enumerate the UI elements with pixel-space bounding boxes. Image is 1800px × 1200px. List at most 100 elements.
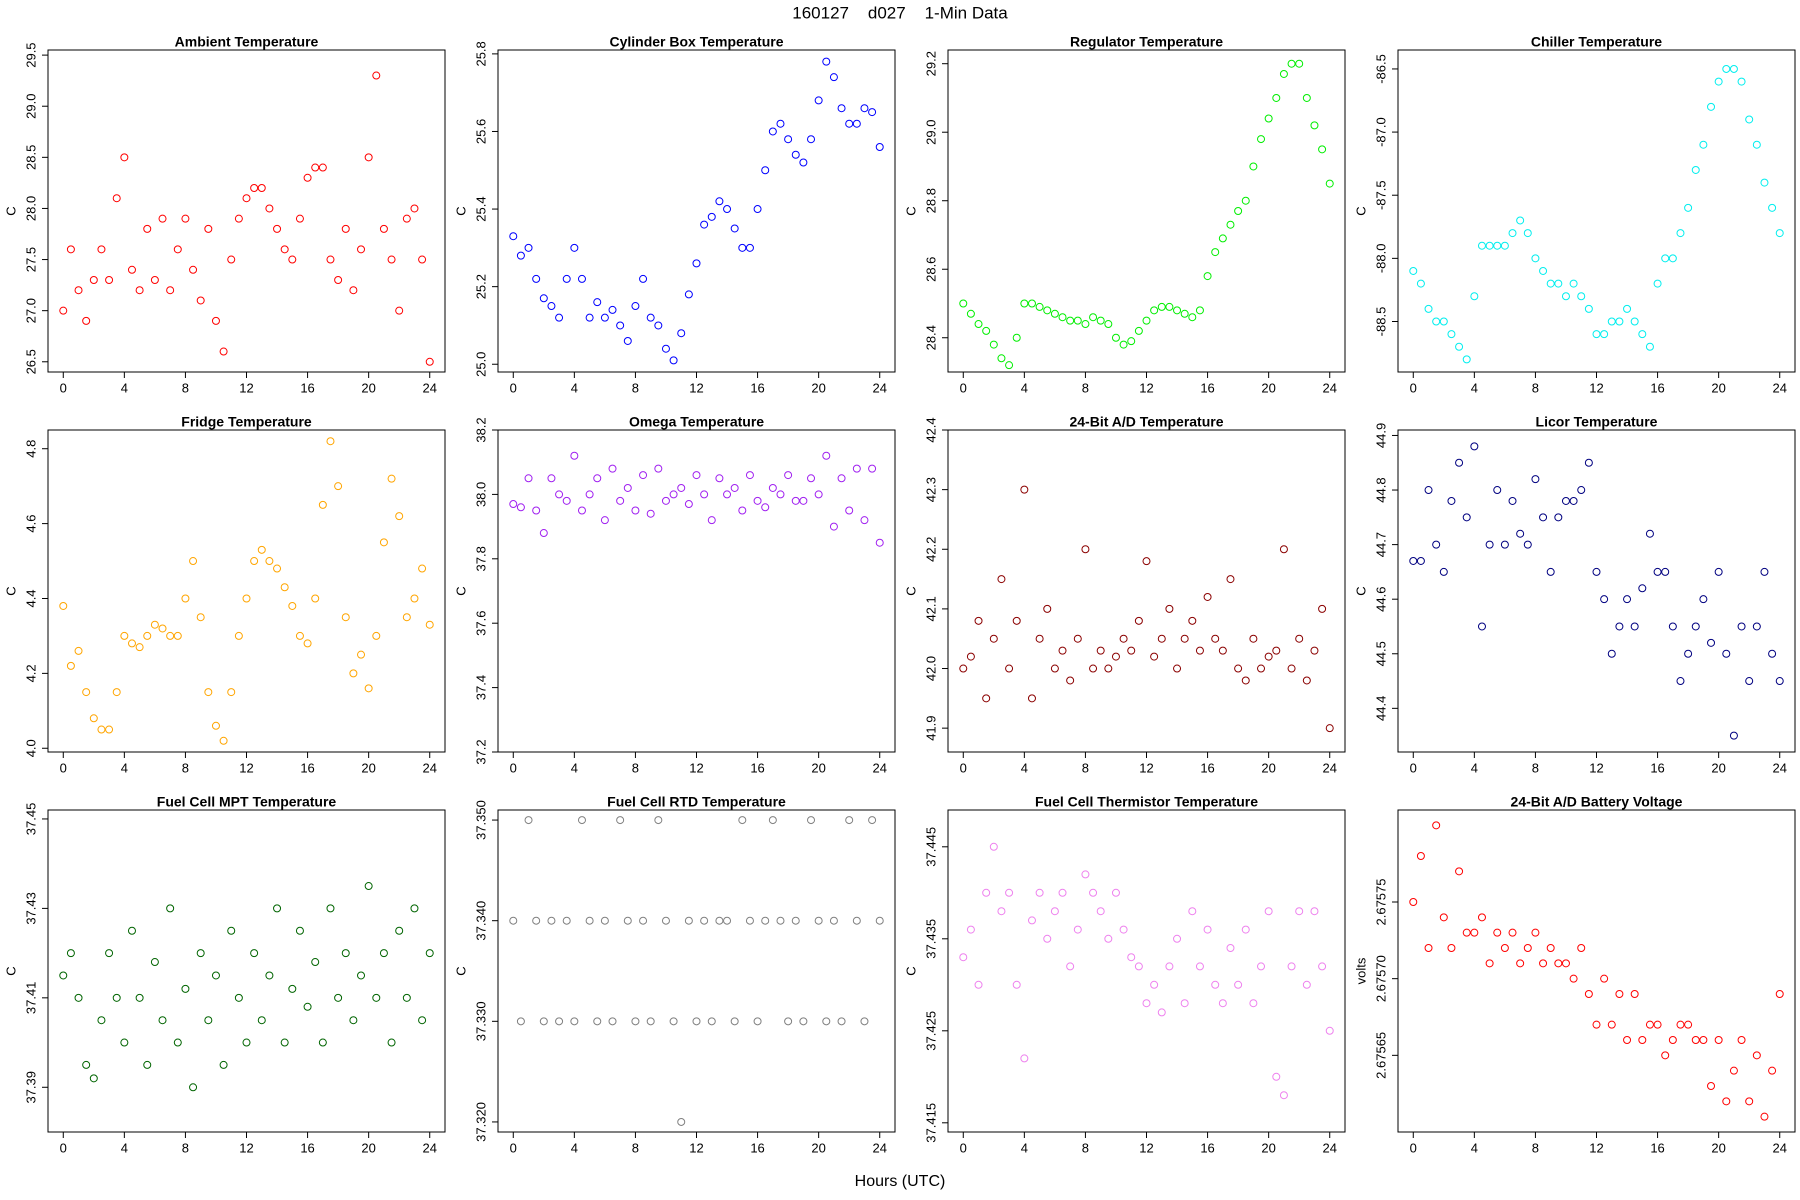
data-point <box>585 490 594 499</box>
data-point <box>1645 529 1654 538</box>
data-point <box>700 220 709 229</box>
data-point <box>372 71 381 80</box>
data-point <box>1577 292 1586 301</box>
data-point <box>59 306 68 315</box>
data-point <box>1066 962 1075 971</box>
data-point <box>723 916 732 925</box>
data-point <box>585 313 594 322</box>
data-point <box>402 214 411 223</box>
data-point <box>395 306 404 315</box>
data-point <box>1714 77 1723 86</box>
data-point <box>1173 664 1182 673</box>
y-axis-label: C <box>453 966 468 975</box>
data-point <box>74 993 83 1002</box>
data-point <box>1668 254 1677 263</box>
y-tick-label: 42.4 <box>923 417 938 442</box>
data-point <box>1310 646 1319 655</box>
plot-frame <box>1397 429 1796 753</box>
data-point <box>1561 292 1570 301</box>
data-point <box>1707 1082 1716 1090</box>
data-point <box>82 316 91 325</box>
data-point <box>1615 990 1624 998</box>
data-point <box>219 347 228 356</box>
data-point <box>341 224 350 233</box>
data-point <box>1455 342 1464 351</box>
data-point <box>1470 292 1479 301</box>
data-point <box>1561 496 1570 505</box>
data-point <box>1180 999 1189 1008</box>
data-point <box>875 538 884 547</box>
data-point <box>1516 216 1525 225</box>
y-tick-label: 37.43 <box>23 892 38 925</box>
data-point <box>1096 907 1105 916</box>
data-point <box>776 119 785 128</box>
data-point <box>1699 595 1708 604</box>
data-point <box>349 286 358 295</box>
x-tick-label: 12 <box>1589 380 1603 395</box>
x-tick-label: 0 <box>60 380 67 395</box>
data-point <box>715 474 724 483</box>
data-point <box>753 205 762 214</box>
data-point <box>646 313 655 322</box>
x-tick-label: 12 <box>239 760 253 775</box>
data-point <box>257 184 266 192</box>
y-tick-label: 37.435 <box>923 919 938 959</box>
data-point <box>1180 309 1189 318</box>
x-tick-label: 4 <box>1021 760 1028 775</box>
data-point <box>1462 928 1471 937</box>
data-point <box>868 464 877 473</box>
data-point <box>509 500 518 509</box>
plot-frame <box>497 49 896 373</box>
data-point <box>966 309 975 318</box>
data-point <box>600 313 609 322</box>
data-point <box>1173 934 1182 943</box>
x-tick-label: 20 <box>1711 1140 1725 1155</box>
data-point <box>143 224 152 233</box>
data-point <box>1058 888 1067 897</box>
data-point <box>776 490 785 499</box>
data-point <box>1539 959 1548 968</box>
data-point <box>349 1016 358 1025</box>
data-point <box>1058 313 1067 322</box>
y-tick-label: 29.0 <box>923 120 938 145</box>
y-tick-label: 37.425 <box>923 1011 938 1051</box>
data-point <box>829 522 838 531</box>
data-point <box>1012 333 1021 342</box>
data-point <box>1005 888 1014 897</box>
x-tick-label: 0 <box>510 1140 517 1155</box>
data-point <box>1104 934 1113 943</box>
data-point <box>1211 980 1220 989</box>
data-point <box>1470 442 1479 451</box>
data-point <box>1195 962 1204 971</box>
y-axis-label: C <box>1353 586 1368 595</box>
data-point <box>204 688 213 697</box>
data-point <box>181 594 190 603</box>
data-point <box>1234 664 1243 673</box>
data-point <box>1272 1072 1281 1081</box>
data-point <box>1592 1020 1601 1029</box>
data-point <box>1752 1051 1761 1060</box>
y-tick-label: 2.67575 <box>1373 879 1388 926</box>
x-tick-label: 8 <box>632 760 639 775</box>
data-point <box>707 516 716 525</box>
data-point <box>1668 1036 1677 1044</box>
panel-title: Fuel Cell MPT Temperature <box>157 794 337 810</box>
data-point <box>1722 64 1731 73</box>
data-point <box>150 276 159 284</box>
y-tick-label: 4.4 <box>23 589 38 607</box>
data-point <box>539 1017 548 1026</box>
data-point <box>1714 1036 1723 1044</box>
x-tick-label: 0 <box>510 760 517 775</box>
data-point <box>1050 309 1059 318</box>
data-point <box>524 243 533 252</box>
data-point <box>1127 337 1136 346</box>
data-point <box>966 652 975 661</box>
y-tick-label: 4.2 <box>23 664 38 682</box>
data-point <box>74 646 83 655</box>
x-tick-label: 12 <box>1139 1140 1153 1155</box>
data-point <box>1569 974 1578 983</box>
data-point <box>654 321 663 330</box>
data-point <box>1638 584 1647 593</box>
data-point <box>326 904 335 913</box>
data-point <box>1119 925 1128 934</box>
